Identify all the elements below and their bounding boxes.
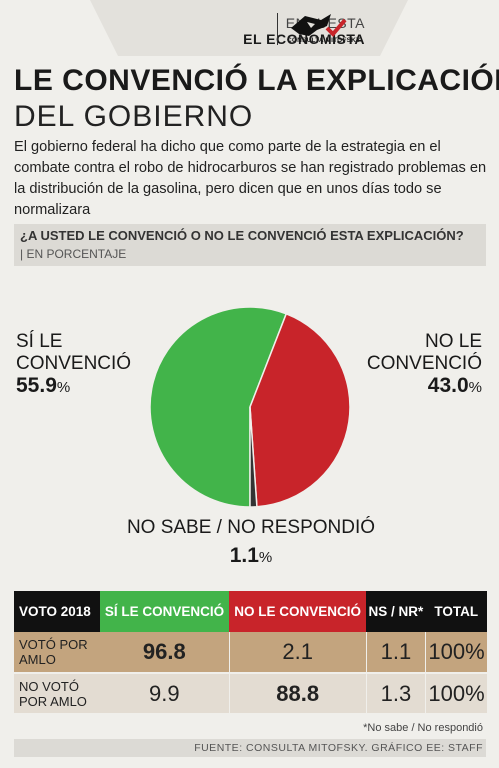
label-no-line1: NO LE [424, 331, 482, 352]
footnote: *No sabe / No respondió [363, 722, 483, 734]
cell-value: 1.3 [365, 673, 426, 715]
label-no-pct: % [468, 379, 482, 396]
pie-slice-no [249, 312, 351, 508]
pie-slice-yes [149, 306, 288, 508]
label-ns-line: NO SABE / NO RESPONDIÓ [126, 517, 376, 538]
source-text: FUENTE: CONSULTA MITOFSKY. GRÁFICO EE: S… [194, 742, 483, 754]
cell-value: 100% [425, 673, 487, 715]
header-si-le-convencio: SÍ LE CONVENCIÓ [100, 591, 230, 632]
label-ns: NO SABE / NO RESPONDIÓ 1.1% [126, 517, 376, 569]
question-text: ¿A USTED LE CONVENCIÓ O NO LE CONVENCIÓ … [20, 228, 464, 243]
consulta-mitofsky-logo-icon [291, 14, 347, 37]
question-box: ¿A USTED LE CONVENCIÓ O NO LE CONVENCIÓ … [14, 224, 486, 266]
header-total: TOTAL [425, 591, 487, 632]
cell-value: 1.1 [365, 632, 426, 674]
title-line2: DEL GOBIERNO [14, 100, 254, 133]
row-label: VOTÓ POR AMLO [14, 632, 100, 674]
label-no: NO LE CONVENCIÓ 43.0% [367, 331, 482, 399]
label-ns-pct: % [258, 549, 273, 566]
label-ns-value: 1.1 [229, 544, 259, 567]
pie-slice-ns [249, 406, 258, 508]
header-divider [277, 13, 278, 45]
cell-value: 9.9 [100, 673, 230, 715]
cell-value: 2.1 [228, 632, 367, 674]
header-no-le-convencio: NO LE CONVENCIÓ [229, 591, 367, 632]
table-row: VOTÓ POR AMLO 96.8 2.1 1.1 100% [14, 632, 487, 674]
label-no-line2: CONVENCIÓ [366, 353, 482, 374]
label-yes-line2: CONVENCIÓ [16, 353, 132, 374]
intro-text: El gobierno federal ha dicho que como pa… [14, 139, 487, 218]
table-header-row: VOTO 2018 SÍ LE CONVENCIÓ NO LE CONVENCI… [14, 591, 487, 632]
label-yes-pct: % [56, 379, 71, 396]
logo-text: CONSULTA MITOFSKY [287, 37, 361, 44]
label-yes-value: 55.9 [16, 374, 57, 397]
unit-label: | EN PORCENTAJE [20, 247, 127, 261]
pie-chart [149, 306, 351, 508]
row-label: NO VOTÓ POR AMLO [14, 673, 100, 715]
results-table: VOTO 2018 SÍ LE CONVENCIÓ NO LE CONVENCI… [14, 591, 487, 715]
label-yes-line1: SÍ LE [16, 331, 63, 352]
label-yes: SÍ LE CONVENCIÓ 55.9% [16, 331, 131, 399]
cell-value: 88.8 [228, 673, 367, 715]
cell-value: 100% [425, 632, 487, 674]
label-no-value: 43.0 [427, 374, 469, 397]
header-ns-nr: NS / NR* [366, 591, 426, 632]
cell-value: 96.8 [100, 632, 230, 674]
title-line1: LE CONVENCIÓ LA EXPLICACIÓN [14, 64, 499, 97]
source-bar [14, 739, 486, 757]
table-row: NO VOTÓ POR AMLO 9.9 88.8 1.3 100% [14, 673, 487, 715]
header-voto-2018: VOTO 2018 [14, 591, 100, 632]
